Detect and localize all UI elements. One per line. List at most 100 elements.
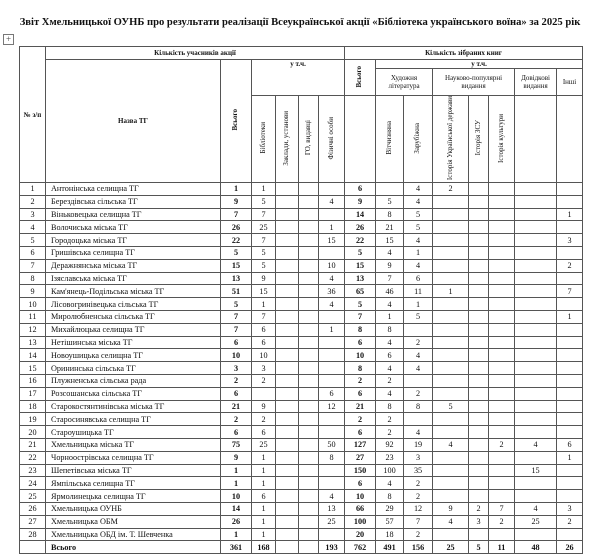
cell <box>275 220 299 235</box>
header-ngo: ГО, видавці <box>298 94 319 184</box>
cell <box>275 463 299 478</box>
cell <box>275 425 299 439</box>
cell <box>556 194 584 209</box>
cell: 22 <box>19 450 46 465</box>
cell: 168 <box>251 540 276 554</box>
cell: 5 <box>403 310 434 324</box>
cell <box>275 297 299 312</box>
cell <box>275 322 299 337</box>
table-row: 27 Хмельницька ОБМ 26 1 25 100 57 7 4 3 2 25 2 <box>19 514 584 529</box>
cell <box>298 233 319 248</box>
cell <box>514 386 558 401</box>
cell <box>468 310 490 324</box>
cell: 2 <box>556 514 584 529</box>
cell: 9 <box>432 501 470 516</box>
cell: 4 <box>375 476 405 491</box>
cell <box>298 386 319 401</box>
cell: 2 <box>375 425 405 439</box>
cell: 4 <box>375 361 405 376</box>
cell: 6 <box>556 438 584 452</box>
cell-name: Гришівська селищна ТГ <box>45 246 221 260</box>
cell <box>275 310 299 324</box>
cell: 15 <box>19 361 46 376</box>
cell <box>468 258 490 273</box>
cell: 75 <box>220 438 252 452</box>
table-row: 23 Шепетівська міська ТГ 1 1 150 100 35 15 <box>19 463 584 478</box>
cell: 2 <box>488 514 516 529</box>
cell: 2 <box>556 258 584 273</box>
cell-name: Лісовогринівецька сільська ТГ <box>45 297 221 312</box>
header-foreign: Зарубіжна <box>403 94 434 184</box>
cell: 9 <box>19 284 46 299</box>
cell: 5 <box>375 194 405 209</box>
cell <box>514 284 558 299</box>
cell: 20 <box>19 425 46 439</box>
cell <box>298 425 319 439</box>
cell <box>19 540 46 554</box>
cell: 7 <box>251 310 276 324</box>
cell: 4 <box>514 438 558 452</box>
cell: 48 <box>514 540 558 554</box>
cell <box>275 284 299 299</box>
cell: 21 <box>375 220 405 235</box>
cell: 25 <box>432 540 470 554</box>
cell-name: Городоцька міська ТГ <box>45 233 221 248</box>
cell <box>275 501 299 516</box>
cell: 4 <box>375 297 405 312</box>
cell <box>298 438 319 452</box>
cell <box>298 246 319 260</box>
cell <box>317 182 346 196</box>
cell <box>488 233 516 248</box>
cell: 8 <box>403 399 434 414</box>
cell: 1 <box>432 284 470 299</box>
cell <box>317 425 346 439</box>
cell: 1 <box>251 463 276 478</box>
cell: 6 <box>344 182 377 196</box>
cell <box>468 399 490 414</box>
cell: 26 <box>556 540 584 554</box>
cell <box>432 476 470 491</box>
cell <box>317 476 346 491</box>
cell <box>298 322 319 337</box>
header-hist-afu: Історія ЗСУ <box>468 94 490 184</box>
cell <box>468 271 490 286</box>
cell <box>275 412 299 427</box>
cell: 4 <box>403 194 434 209</box>
cell <box>432 194 470 209</box>
cell: 2 <box>251 374 276 388</box>
cell <box>275 271 299 286</box>
cell <box>488 322 516 337</box>
cell <box>275 514 299 529</box>
cell: 92 <box>375 438 405 452</box>
cell <box>468 527 490 542</box>
cell: 2 <box>488 438 516 452</box>
cell <box>298 450 319 465</box>
table-row: 22 Чорноострівська селищна ТГ 9 1 8 27 23 3 1 <box>19 450 584 465</box>
table-row: 19 Старосинявська селищна ТГ 2 2 2 2 <box>19 412 584 427</box>
header-num: № з/п <box>19 45 46 184</box>
cell <box>275 450 299 465</box>
cell: 4 <box>403 361 434 376</box>
cell: 9 <box>220 450 252 465</box>
cell <box>432 386 470 401</box>
cell: 9 <box>220 194 252 209</box>
cell: 1 <box>556 207 584 222</box>
cell <box>317 207 346 222</box>
cell-name: Деражнянська міська ТГ <box>45 258 221 273</box>
table-move-handle-icon[interactable]: + <box>3 34 14 45</box>
header-reference: Довідкові видання <box>514 68 558 96</box>
cell: 3 <box>403 450 434 465</box>
cell <box>514 361 558 376</box>
cell: 1 <box>19 182 46 196</box>
cell: 6 <box>220 425 252 439</box>
cell: 8 <box>375 399 405 414</box>
cell <box>298 310 319 324</box>
cell <box>488 271 516 286</box>
header-fiction: Художня література <box>375 68 434 96</box>
cell: 10 <box>19 297 46 312</box>
cell <box>488 310 516 324</box>
cell <box>514 335 558 350</box>
cell: 1 <box>220 476 252 491</box>
cell: 1 <box>251 514 276 529</box>
cell <box>556 476 584 491</box>
